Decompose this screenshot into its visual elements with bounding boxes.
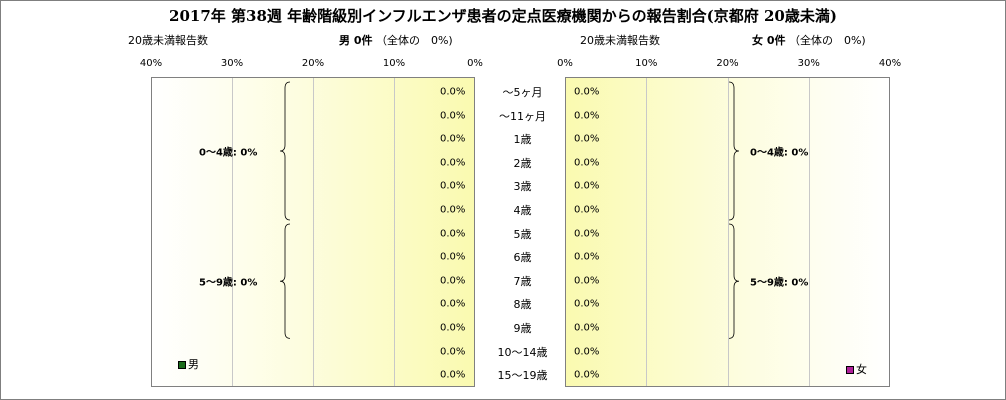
male-tick-label: 10%	[382, 58, 406, 69]
female-value-label: 0.0%	[574, 110, 600, 122]
male-total-label: 男 0件 （全体の 0%)	[339, 32, 453, 48]
female-legend-swatch	[846, 366, 854, 374]
male-value-label: 0.0%	[440, 86, 466, 98]
age-label: 7歳	[513, 274, 532, 288]
female-value-label: 0.0%	[574, 298, 600, 310]
male-gridline	[313, 78, 314, 386]
female-total-label: 女 0件 （全体の 0%)	[752, 32, 866, 48]
age-label: 2歳	[513, 156, 532, 170]
female-share: （全体の 0%)	[788, 34, 866, 47]
male-group-brace	[279, 81, 291, 221]
female-tick-label: 30%	[797, 58, 820, 69]
female-value-label: 0.0%	[574, 157, 600, 169]
male-group-brace	[279, 223, 291, 339]
male-tick-label: 0%	[467, 58, 483, 69]
age-label: ～11ヶ月	[499, 109, 546, 123]
female-group-label: 0～4歳: 0%	[750, 147, 809, 159]
age-label: 5歳	[513, 227, 532, 241]
male-legend-swatch	[178, 361, 186, 369]
male-share: （全体の 0%)	[375, 34, 453, 47]
male-gridline	[232, 78, 233, 386]
female-plot-area	[565, 77, 890, 387]
male-value-label: 0.0%	[440, 251, 466, 263]
male-value-label: 0.0%	[440, 228, 466, 240]
female-value-label: 0.0%	[574, 86, 600, 98]
male-count-heading: 20歳未満報告数	[128, 34, 208, 47]
male-plot-area	[151, 77, 475, 387]
female-value-label: 0.0%	[574, 346, 600, 358]
male-value-label: 0.0%	[440, 298, 466, 310]
female-count-heading: 20歳未満報告数	[580, 34, 660, 47]
male-gridline	[394, 78, 395, 386]
female-gridline	[646, 78, 648, 386]
female-value-label: 0.0%	[574, 369, 600, 381]
female-group-label: 5～9歳: 0%	[750, 277, 809, 289]
male-legend: 男	[178, 356, 199, 372]
male-group-label: 5～9歳: 0%	[199, 277, 258, 289]
age-label: 8歳	[513, 298, 532, 312]
age-label: 9歳	[513, 322, 532, 335]
age-label: ～5ヶ月	[502, 86, 543, 99]
female-gridline	[727, 78, 729, 386]
male-value-label: 0.0%	[440, 322, 466, 334]
female-group-brace	[728, 81, 740, 221]
male-value-label: 0.0%	[440, 204, 466, 216]
male-tick-label: 40%	[139, 58, 163, 69]
female-group-brace	[728, 223, 740, 339]
female-value-label: 0.0%	[574, 251, 600, 263]
male-value-label: 0.0%	[440, 133, 466, 145]
male-tick-label: 20%	[301, 58, 325, 69]
male-value-label: 0.0%	[440, 157, 466, 169]
male-count: 男 0件	[339, 34, 373, 47]
female-tick-label: 40%	[878, 58, 902, 69]
female-value-label: 0.0%	[574, 180, 600, 192]
male-tick-label: 30%	[220, 58, 244, 69]
female-value-label: 0.0%	[574, 322, 600, 334]
male-group-label: 0～4歳: 0%	[199, 147, 258, 159]
chart-title: 2017年 第38週 年齢階級別インフルエンザ患者の定点医療機関からの報告割合(…	[169, 7, 837, 25]
male-value-label: 0.0%	[440, 180, 466, 192]
female-tick-label: 10%	[635, 58, 658, 69]
male-value-label: 0.0%	[440, 346, 466, 358]
age-label: 4歳	[513, 204, 532, 217]
female-legend: 女	[846, 361, 867, 377]
age-label: 1歳	[513, 133, 532, 147]
age-label: 15～19歳	[497, 369, 548, 383]
male-value-label: 0.0%	[440, 275, 466, 287]
male-value-label: 0.0%	[440, 369, 466, 381]
age-label: 3歳	[513, 180, 532, 194]
female-value-label: 0.0%	[574, 228, 600, 240]
male-legend-label: 男	[188, 358, 199, 371]
female-count: 女 0件	[752, 34, 786, 47]
age-label: 10～14歳	[497, 345, 548, 359]
male-value-label: 0.0%	[440, 110, 466, 122]
female-tick-label: 20%	[716, 58, 739, 69]
female-value-label: 0.0%	[574, 133, 600, 145]
female-value-label: 0.0%	[574, 204, 600, 216]
female-legend-label: 女	[856, 363, 867, 376]
female-gridline	[808, 78, 810, 386]
female-tick-label: 0%	[557, 58, 573, 69]
female-value-label: 0.0%	[574, 275, 600, 287]
age-label: 6歳	[513, 251, 532, 265]
